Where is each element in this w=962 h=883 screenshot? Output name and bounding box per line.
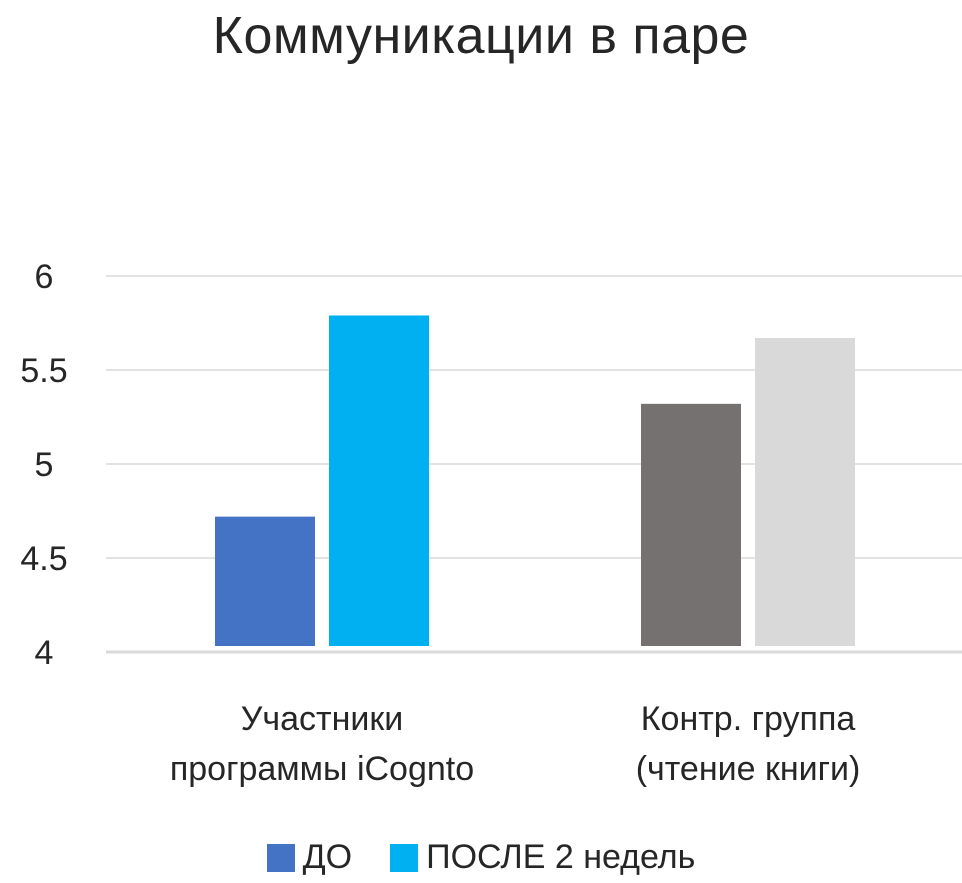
y-tick-label: 5 — [35, 446, 54, 484]
y-tick-label: 5.5 — [20, 352, 67, 390]
bar-after-program — [329, 315, 429, 646]
chart-title: Коммуникации в паре — [212, 7, 750, 65]
legend-label-after: ПОСЛЕ 2 недель — [426, 838, 696, 876]
category-label: программы iCognto — [170, 750, 474, 788]
legend-label-before: ДО — [302, 838, 353, 876]
category-label: Контр. группа — [641, 700, 856, 738]
y-tick-label: 4 — [35, 634, 54, 672]
legend-swatch-after — [390, 843, 419, 872]
y-tick-label: 6 — [35, 258, 54, 296]
category-label: Участники — [241, 700, 403, 738]
legend: ДО ПОСЛЕ 2 недель — [0, 838, 962, 877]
bar-before-program — [215, 516, 315, 646]
y-tick-label: 4.5 — [20, 540, 67, 578]
legend-swatch-before — [266, 843, 295, 872]
bar-before-control — [641, 403, 741, 646]
bar-after-control — [755, 338, 855, 646]
category-label: (чтение книги) — [636, 750, 861, 788]
legend-item-after: ПОСЛЕ 2 недель — [390, 838, 695, 877]
legend-item-before: ДО — [266, 838, 353, 877]
